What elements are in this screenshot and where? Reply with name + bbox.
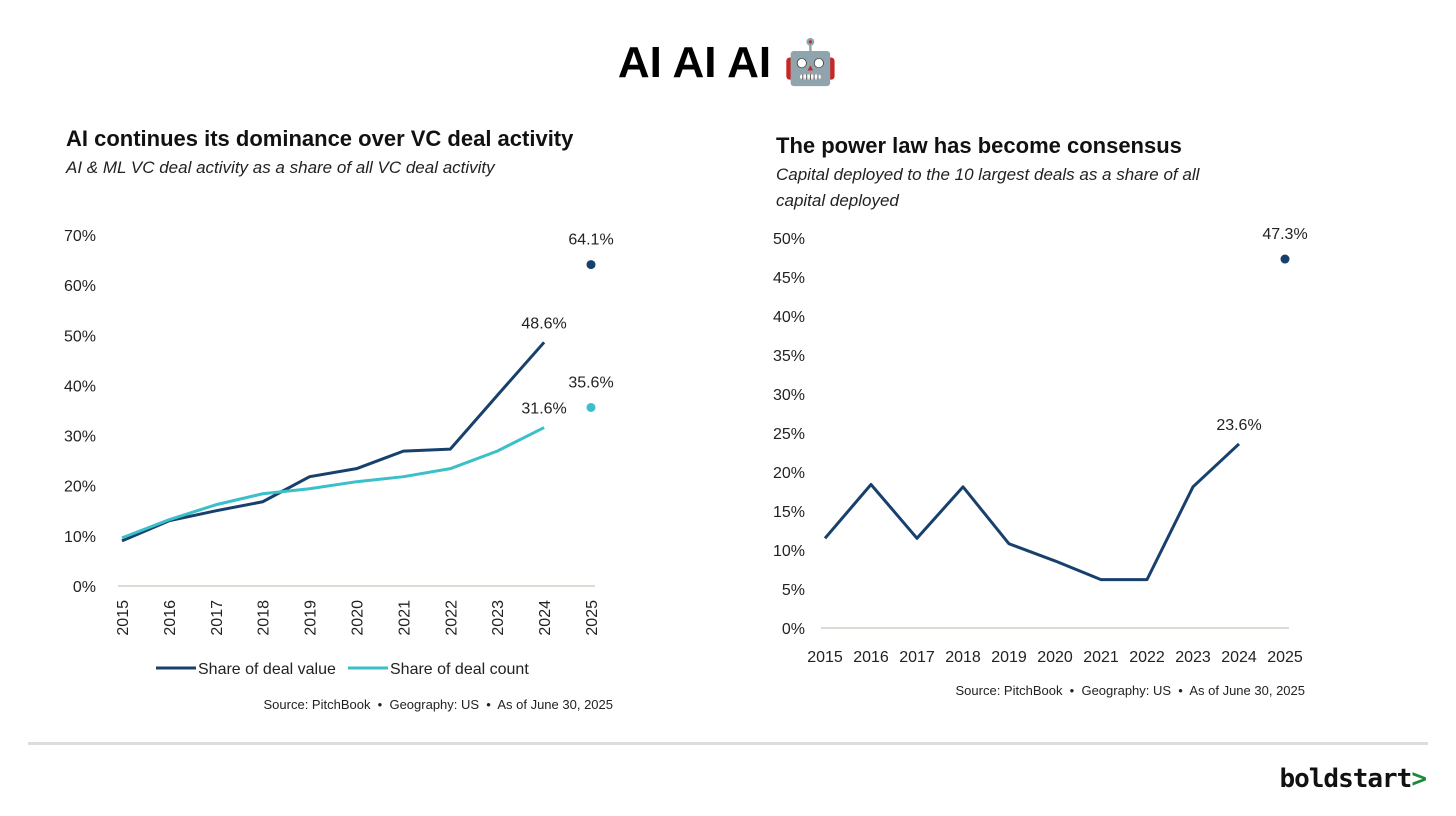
y-tick-label: 45% bbox=[773, 270, 805, 287]
y-tick-label: 30% bbox=[64, 429, 96, 446]
x-tick-label: 2023 bbox=[1175, 649, 1211, 666]
left-chart-subtitle: AI & ML VC deal activity as a share of a… bbox=[66, 158, 495, 177]
x-tick-label: 2018 bbox=[945, 649, 981, 666]
data-label: 48.6% bbox=[521, 315, 566, 332]
x-tick-label: 2018 bbox=[256, 600, 273, 636]
robot-icon: 🤖 bbox=[783, 38, 839, 87]
x-tick-label: 2023 bbox=[490, 600, 507, 636]
y-tick-label: 10% bbox=[773, 543, 805, 560]
y-tick-label: 50% bbox=[773, 231, 805, 248]
x-tick-label: 2021 bbox=[396, 600, 413, 636]
x-tick-label: 2024 bbox=[1221, 649, 1257, 666]
series-line bbox=[121, 341, 546, 543]
y-tick-label: 20% bbox=[64, 479, 96, 496]
y-tick-label: 5% bbox=[782, 582, 805, 599]
data-point-2025 bbox=[586, 260, 596, 270]
x-tick-label: 2022 bbox=[443, 600, 460, 636]
x-tick-label: 2022 bbox=[1129, 649, 1165, 666]
x-tick-label: 2015 bbox=[807, 649, 843, 666]
legend-label: Share of deal count bbox=[390, 661, 529, 678]
data-label: 47.3% bbox=[1262, 226, 1307, 243]
series-line bbox=[823, 442, 1241, 582]
data-point-2025 bbox=[1280, 254, 1290, 264]
x-tick-label: 2025 bbox=[584, 600, 601, 636]
right-chart-source: Source: PitchBook • Geography: US • As o… bbox=[955, 683, 1305, 698]
y-tick-label: 35% bbox=[773, 348, 805, 365]
slide-title: AI AI AI 🤖 bbox=[617, 38, 839, 87]
divider bbox=[28, 742, 1428, 745]
right-chart-title: The power law has become consensus bbox=[776, 133, 1182, 158]
x-tick-label: 2015 bbox=[115, 600, 132, 636]
left-chart-source: Source: PitchBook • Geography: US • As o… bbox=[263, 697, 613, 712]
x-tick-label: 2019 bbox=[991, 649, 1027, 666]
data-point-2025 bbox=[586, 402, 596, 412]
y-tick-label: 50% bbox=[64, 328, 96, 345]
boldstart-logo: boldstart> bbox=[1279, 764, 1427, 794]
x-tick-label: 2017 bbox=[209, 600, 226, 636]
series-line bbox=[121, 426, 545, 540]
y-tick-label: 20% bbox=[773, 465, 805, 482]
data-label: 31.6% bbox=[521, 401, 566, 418]
x-tick-label: 2020 bbox=[350, 600, 367, 636]
y-tick-label: 10% bbox=[64, 529, 96, 546]
data-label: 64.1% bbox=[568, 232, 613, 249]
right-line-chart: 0% 5% 10% 15% 20% 25% 30% 35% 40% 45% 50% 2015 2016 2… bbox=[773, 226, 1308, 666]
y-tick-label: 0% bbox=[73, 579, 96, 596]
x-tick-label: 2017 bbox=[899, 649, 935, 666]
x-tick-label: 2016 bbox=[853, 649, 889, 666]
x-tick-label: 2025 bbox=[1267, 649, 1303, 666]
x-tick-label: 2019 bbox=[303, 600, 320, 636]
y-tick-label: 30% bbox=[773, 387, 805, 404]
x-tick-label: 2020 bbox=[1037, 649, 1073, 666]
data-label: 23.6% bbox=[1216, 417, 1261, 434]
x-tick-label: 2024 bbox=[537, 600, 554, 636]
y-tick-label: 40% bbox=[773, 309, 805, 326]
left-line-chart: 0% 10% 20% 30% 40% 50% 60% 70% 2015 2016 2017 2018 2… bbox=[64, 228, 614, 678]
y-tick-label: 25% bbox=[773, 426, 805, 443]
x-tick-label: 2016 bbox=[162, 600, 179, 636]
right-chart-subtitle: Capital deployed to the 10 largest deals… bbox=[776, 165, 1200, 210]
y-tick-label: 40% bbox=[64, 378, 96, 395]
y-tick-label: 60% bbox=[64, 278, 96, 295]
y-tick-label: 0% bbox=[782, 621, 805, 638]
data-label: 35.6% bbox=[568, 374, 613, 391]
x-tick-label: 2021 bbox=[1083, 649, 1119, 666]
y-tick-label: 15% bbox=[773, 504, 805, 521]
left-chart-title: AI continues its dominance over VC deal … bbox=[66, 126, 574, 151]
legend-label: Share of deal value bbox=[198, 661, 336, 678]
y-tick-label: 70% bbox=[64, 228, 96, 245]
